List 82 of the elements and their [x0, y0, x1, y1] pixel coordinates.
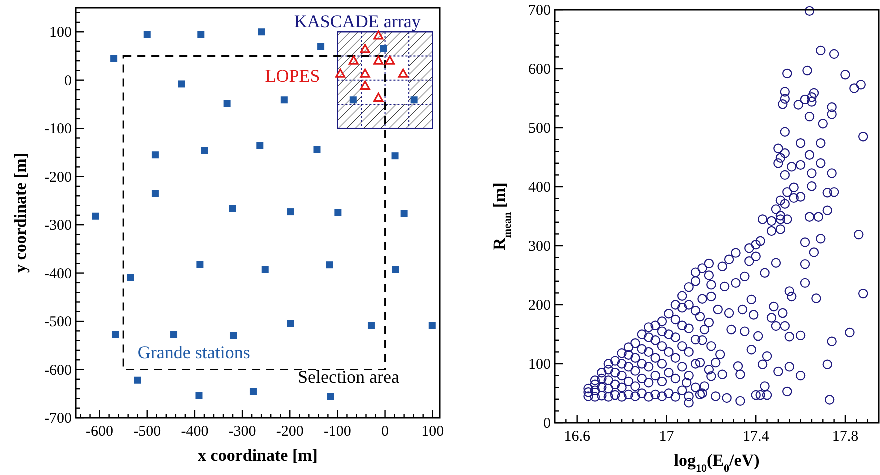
point	[327, 393, 334, 400]
point	[287, 208, 294, 216]
y-tick-label: 700	[528, 3, 551, 19]
point	[201, 147, 208, 154]
y-tick-label: 0	[64, 73, 72, 90]
point	[224, 100, 231, 108]
x-tick-label: -100	[324, 424, 352, 440]
y-tick-label: -600	[44, 362, 72, 379]
point	[280, 96, 288, 104]
y-tick-label: 200	[528, 298, 551, 314]
y-tick-label: -500	[44, 314, 72, 331]
x-tick-label: -200	[276, 424, 304, 440]
point	[334, 210, 342, 216]
point	[360, 68, 370, 78]
point	[178, 80, 186, 88]
point	[152, 190, 159, 198]
point	[368, 322, 375, 330]
point	[110, 55, 118, 62]
point	[314, 146, 321, 154]
y-tick-label: -400	[44, 266, 72, 282]
point	[229, 205, 236, 212]
point	[326, 262, 334, 269]
point	[152, 152, 159, 159]
x-axis-title: log$_{10}$(E$_{0}$/eV)	[674, 451, 760, 475]
point	[134, 376, 142, 384]
x-tick-label: -300	[228, 424, 256, 440]
point	[374, 30, 384, 40]
y-axis-title: y coordinate [m]	[11, 153, 30, 273]
point	[112, 331, 119, 338]
y-tick-label: -300	[44, 218, 72, 234]
point	[256, 142, 264, 150]
point	[92, 212, 100, 220]
point	[374, 56, 384, 65]
y-tick-label: 500	[528, 121, 551, 137]
y-tick-label: -200	[44, 170, 72, 186]
point	[400, 210, 408, 218]
point	[198, 31, 205, 38]
point	[336, 68, 346, 78]
y-tick-label: -700	[44, 411, 72, 427]
point	[360, 44, 370, 54]
y-tick-label: -100	[44, 122, 72, 138]
x-tick-label: -600	[86, 424, 114, 440]
point	[258, 28, 266, 36]
point	[127, 274, 134, 282]
point	[170, 331, 178, 338]
x-tick-label: 16.6	[564, 429, 591, 445]
annotation: LOPES	[265, 66, 320, 86]
x-tick-label: 17	[659, 429, 675, 445]
point	[392, 152, 399, 160]
point	[230, 332, 237, 340]
point	[374, 92, 384, 102]
point	[392, 266, 400, 274]
x-tick-label: 0	[382, 424, 390, 440]
point	[287, 320, 294, 328]
annotation: Selection area	[298, 367, 400, 388]
x-tick-label: -500	[134, 424, 162, 440]
x-tick-label: 17.8	[832, 429, 859, 445]
point	[410, 96, 418, 104]
x-axis-title: x coordinate [m]	[198, 446, 318, 465]
point	[348, 56, 359, 65]
x-tick-label: 17.4	[742, 429, 770, 445]
point	[350, 96, 357, 104]
y-tick-label: 100	[50, 25, 72, 42]
point	[262, 266, 269, 274]
point	[360, 80, 370, 90]
y-tick-label: 100	[528, 357, 551, 373]
point	[398, 68, 408, 78]
y-tick-label: 400	[528, 180, 551, 196]
y-tick-label: 600	[528, 62, 551, 78]
point	[196, 261, 204, 268]
x-tick-label: -400	[181, 424, 209, 440]
point	[318, 43, 325, 50]
annotation: KASCADE array	[294, 11, 421, 32]
y-tick-label: 300	[528, 239, 551, 255]
x-tick-label: 100	[422, 424, 444, 440]
point	[380, 46, 388, 52]
point	[385, 56, 396, 65]
annotation: Grande stations	[138, 342, 250, 363]
point	[196, 392, 203, 400]
point	[250, 388, 257, 396]
point	[428, 322, 436, 330]
point	[144, 31, 151, 38]
